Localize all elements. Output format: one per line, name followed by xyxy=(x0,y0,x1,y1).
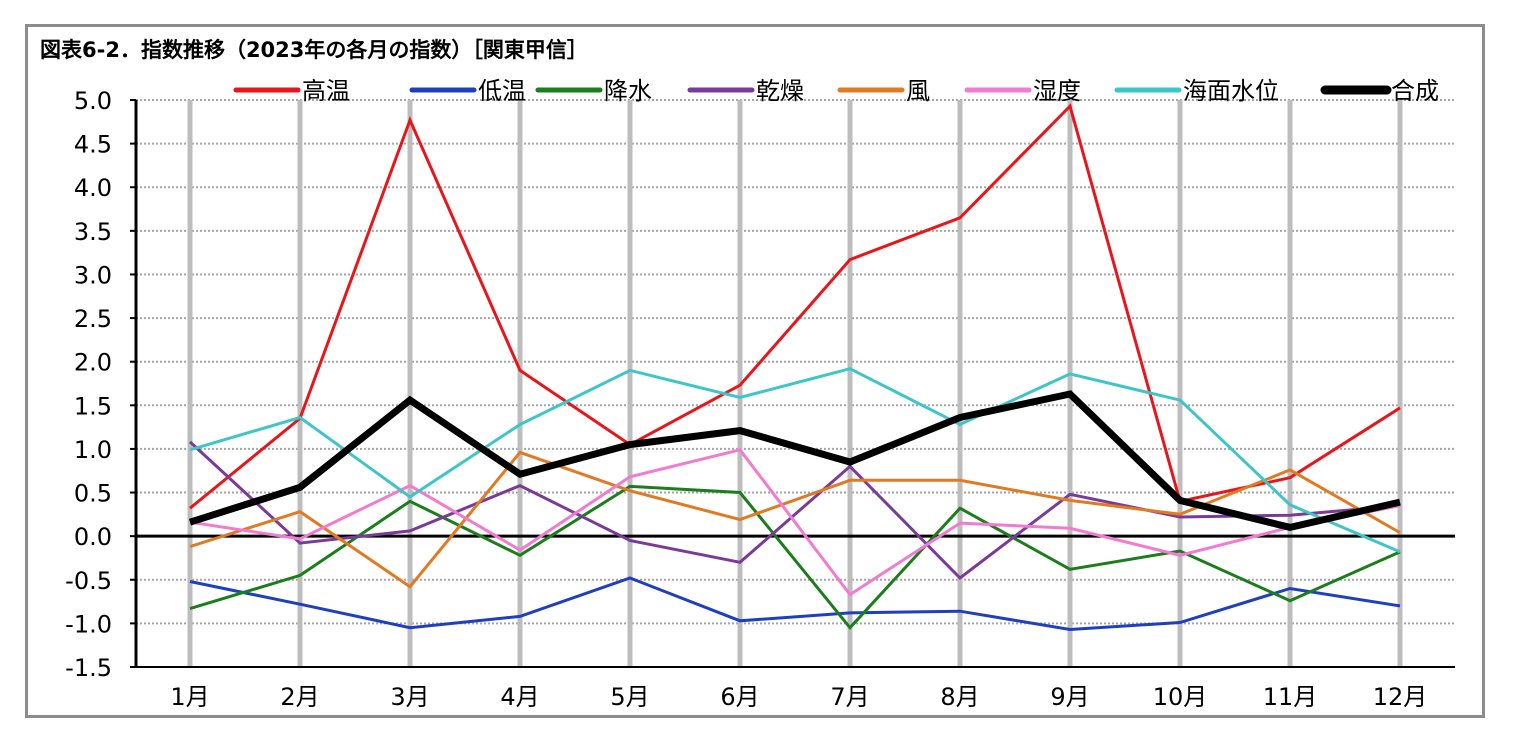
series-layer xyxy=(188,103,1401,632)
series-line-8 xyxy=(188,390,1401,531)
axis-layer: 5.0 4.5 4.0 3.5 3.0 2.5 2.0 1.5 1.0 0.5 0.0 -0.5 -1.… xyxy=(65,87,1455,711)
x-tick-label: 2月 xyxy=(280,683,319,711)
y-tick-label: 2.0 xyxy=(74,349,112,377)
y-tick-label: 3.5 xyxy=(74,218,112,246)
series-line-2 xyxy=(189,576,1401,632)
series-line-1 xyxy=(189,103,1401,510)
chart-title: 図表6-2．指数推移（2023年の各月の指数）［関東甲信］ xyxy=(40,38,588,62)
y-tick-label: 0.0 xyxy=(74,523,112,551)
y-tick-label: -1.0 xyxy=(65,610,112,638)
x-tick-label: 7月 xyxy=(830,683,869,711)
series-line-4 xyxy=(188,440,1401,580)
y-tick-label: -1.5 xyxy=(65,654,112,682)
y-tick-label: 2.5 xyxy=(74,305,112,333)
legend-label: 降水 xyxy=(604,77,652,105)
x-tick-label: 10月 xyxy=(1153,683,1208,711)
legend-label: 高温 xyxy=(302,77,350,105)
series-line-7 xyxy=(189,367,1401,554)
x-tick-label: 8月 xyxy=(940,683,979,711)
x-tick-label: 4月 xyxy=(500,683,539,711)
series-line-6 xyxy=(189,448,1401,597)
y-tick-label: 4.0 xyxy=(74,174,112,202)
x-tick-label: 11月 xyxy=(1263,683,1318,711)
y-tick-label: 3.0 xyxy=(74,261,112,289)
y-tick-label: 4.5 xyxy=(74,131,112,159)
legend-label: 湿度 xyxy=(1033,77,1081,105)
legend-label: 風 xyxy=(906,77,930,105)
x-tick-label: 5月 xyxy=(610,683,649,711)
legend: 高温 低温 降水 乾燥 風 湿度 海面水位 合成 xyxy=(233,77,1439,105)
x-tick-label: 1月 xyxy=(170,683,209,711)
y-tick-label: 5.0 xyxy=(74,87,112,115)
y-tick-label: 1.5 xyxy=(74,392,112,420)
legend-label: 乾燥 xyxy=(756,77,804,105)
legend-label: 合成 xyxy=(1391,77,1439,105)
y-tick-label: 0.5 xyxy=(74,480,112,508)
x-tick-label: 6月 xyxy=(720,683,759,711)
y-tick-label: -0.5 xyxy=(65,567,112,595)
x-tick-label: 9月 xyxy=(1050,683,1089,711)
y-tick-label: 1.0 xyxy=(74,436,112,464)
x-tick-label: 3月 xyxy=(390,683,429,711)
legend-label: 低温 xyxy=(478,77,526,105)
series-line-5 xyxy=(189,450,1401,589)
legend-label: 海面水位 xyxy=(1183,77,1279,105)
series-line-3 xyxy=(189,484,1401,630)
x-tick-label: 12月 xyxy=(1373,683,1428,711)
